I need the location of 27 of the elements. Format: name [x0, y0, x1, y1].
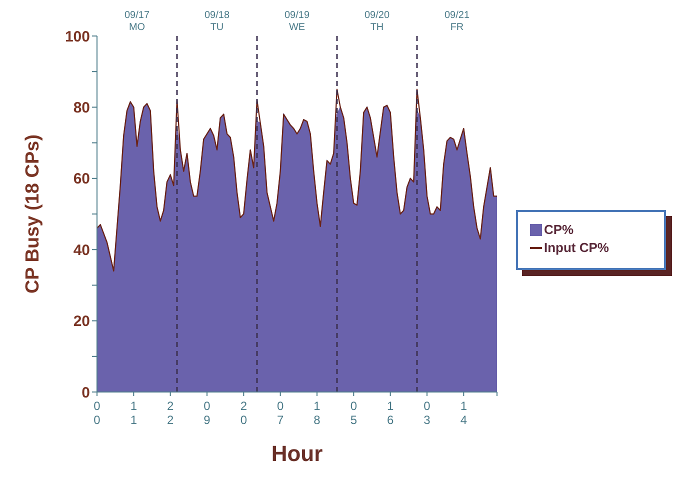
text: 09/17 MO	[124, 10, 150, 33]
x-tick-label: 14	[460, 399, 468, 427]
x-tick-label: 20	[240, 399, 248, 427]
x-tick-label: 05	[350, 399, 358, 427]
text: 09/21 FR	[444, 10, 470, 33]
x-tick-label: 18	[314, 399, 321, 427]
line-series	[97, 88, 497, 272]
x-tick-label: 00	[94, 399, 101, 427]
legend-label: CP%	[544, 222, 574, 237]
x-tick-label: 11	[130, 399, 138, 427]
x-tick-label: 16	[386, 399, 394, 427]
y-tick-label: 60	[73, 170, 90, 188]
y-axis-title: CP Busy (18 CPs)	[22, 134, 44, 294]
x-tick-label: 07	[276, 399, 284, 427]
y-tick-label: 0	[82, 384, 90, 402]
y-tick-label: 80	[73, 100, 90, 117]
y-tick-label: 100	[64, 28, 90, 46]
x-axis-title: Hour	[271, 441, 324, 466]
x-tick-label: 03	[424, 399, 431, 427]
text: 09/19 WE	[284, 10, 310, 33]
legend-label: Input CP%	[544, 240, 609, 255]
text: 09/20 TH	[364, 10, 390, 33]
x-tick-label: 09	[204, 399, 211, 427]
y-tick-label: 40	[73, 242, 90, 259]
x-tick-label: 22	[166, 399, 174, 427]
y-tick-label: 20	[73, 313, 90, 330]
text: 09/18 TU	[204, 10, 230, 33]
